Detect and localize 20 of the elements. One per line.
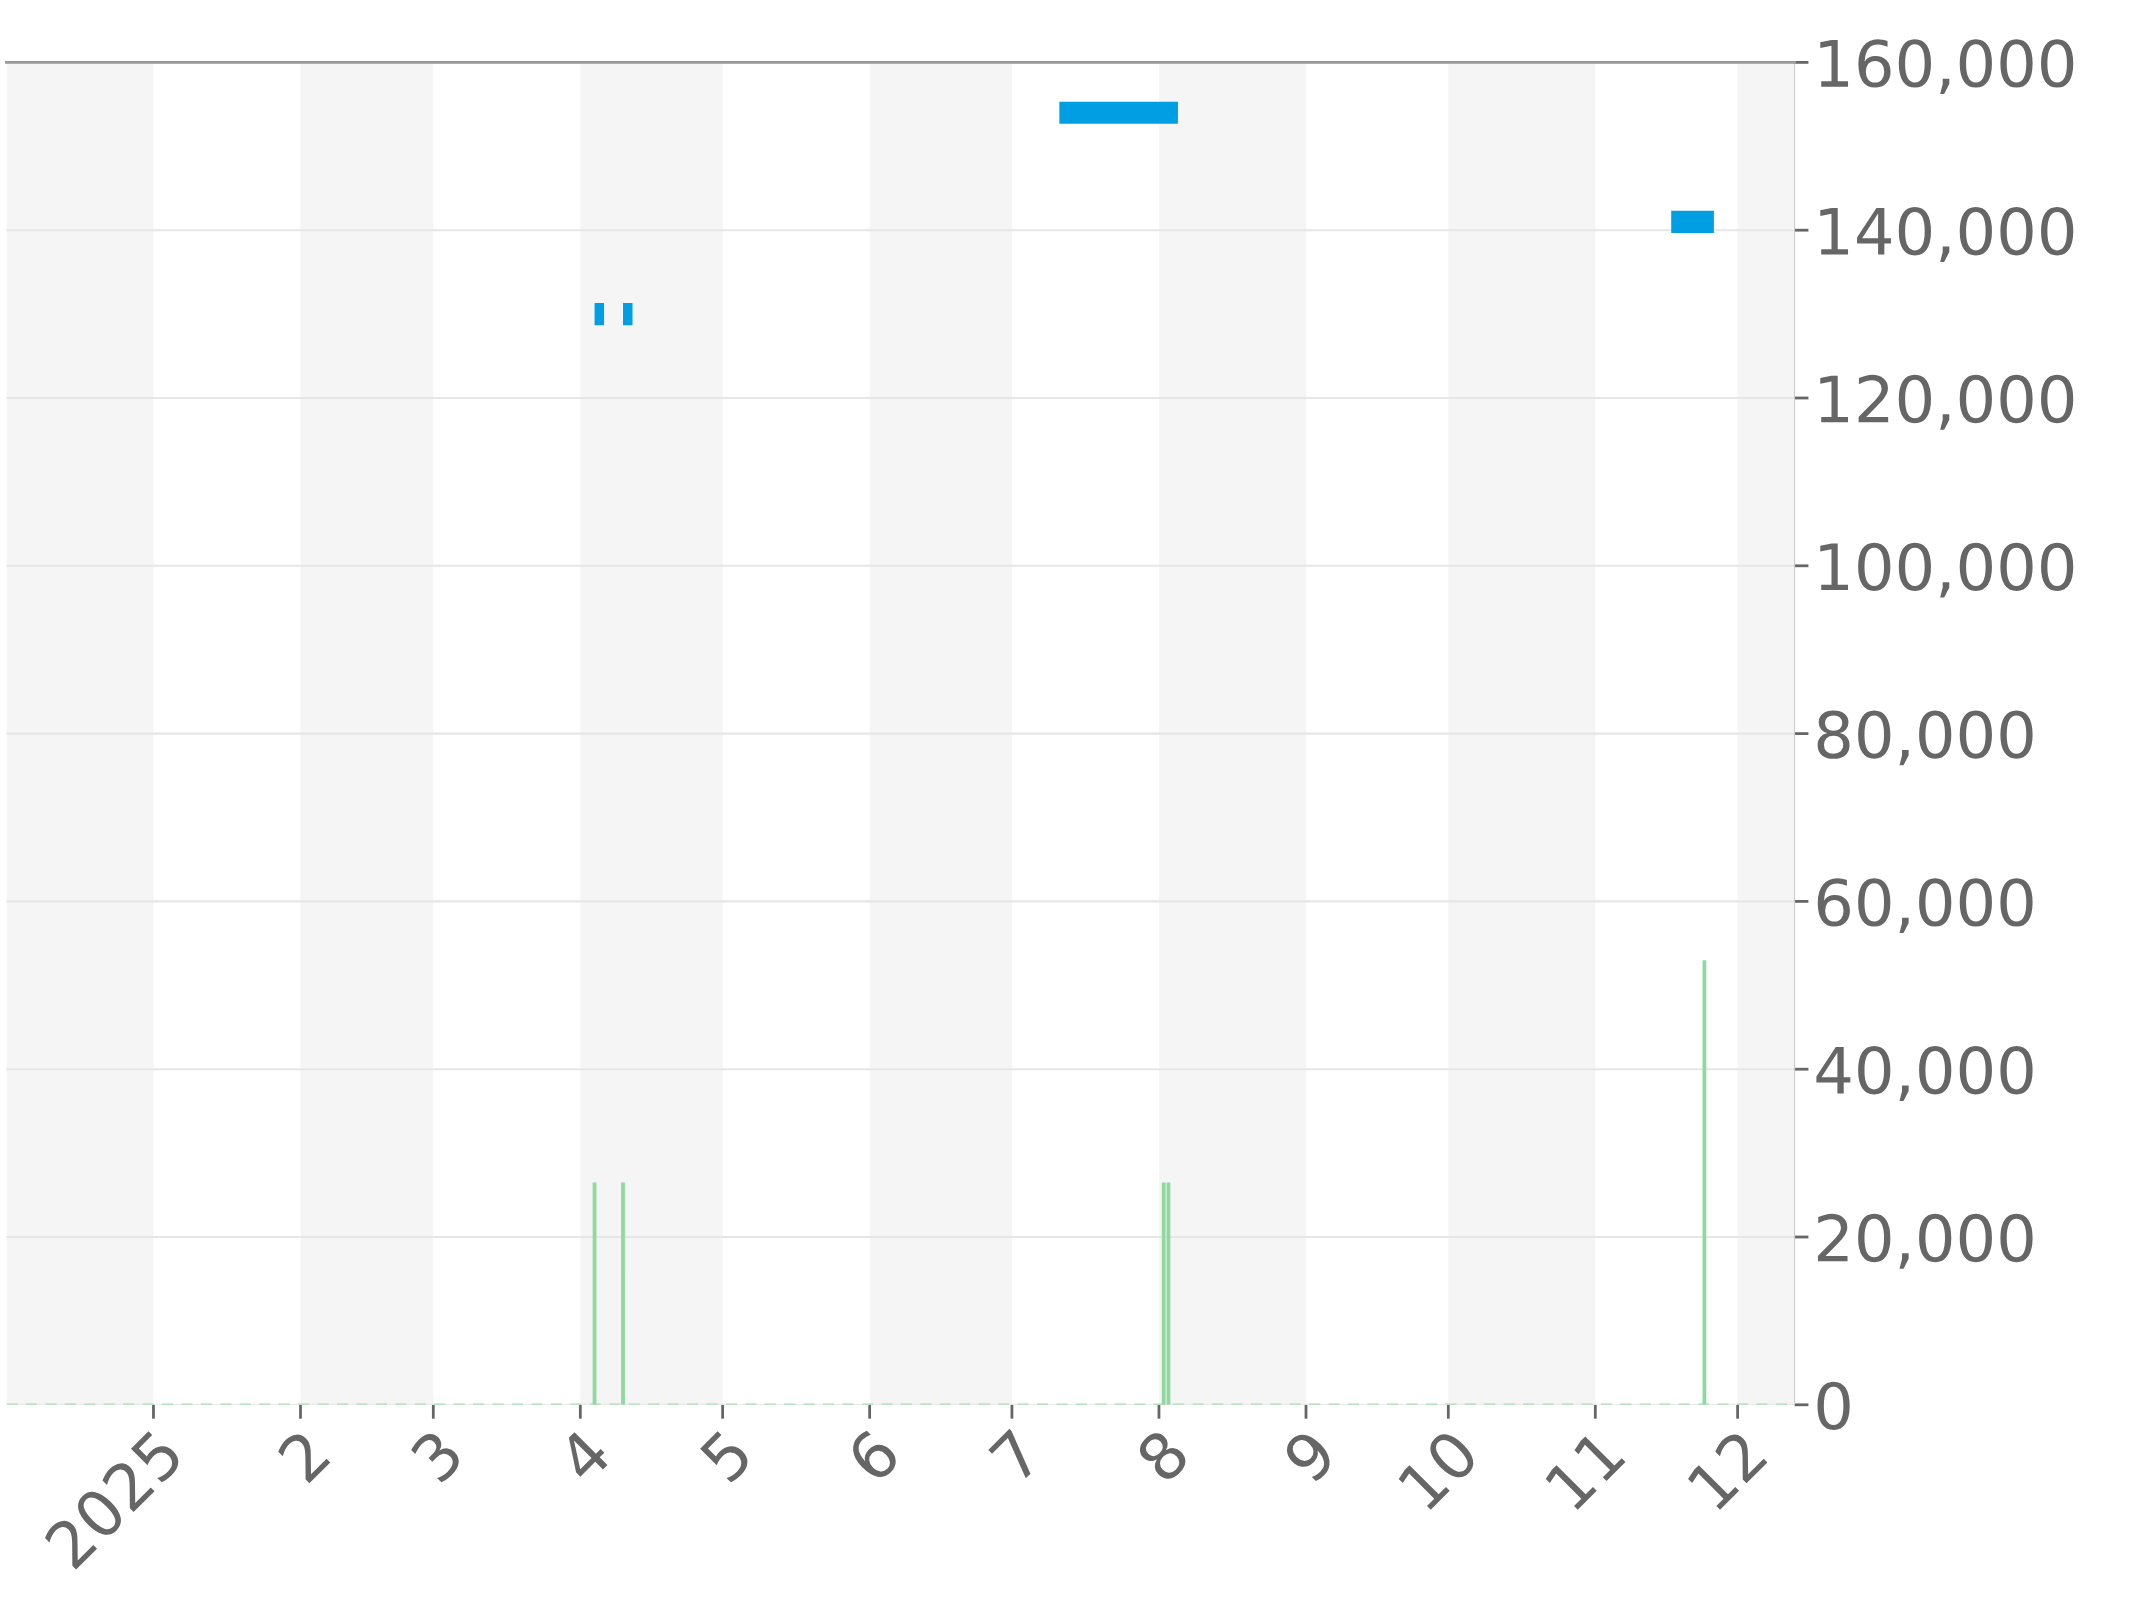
x-tick-label: 3 bbox=[408, 1427, 465, 1484]
x-tick-label: 2 bbox=[275, 1428, 331, 1484]
x-tick-label: 7 bbox=[988, 1428, 1043, 1483]
x-tick-label: 9 bbox=[1280, 1427, 1338, 1485]
y-tick-label: 100,000 bbox=[1820, 542, 2074, 598]
x-tick-label: 6 bbox=[844, 1427, 902, 1485]
x-tick-label: 10 bbox=[1396, 1427, 1481, 1512]
y-tick-label: 120,000 bbox=[1820, 374, 2074, 430]
x-tick-label: 5 bbox=[698, 1428, 754, 1484]
y-tick-label: 160,000 bbox=[1820, 39, 2074, 95]
y-tick-label: 20,000 bbox=[1817, 1213, 2033, 1269]
y-tick-label: 80,000 bbox=[1817, 710, 2033, 766]
y-tick-label: 140,000 bbox=[1820, 207, 2074, 262]
x-tick-label: 4 bbox=[555, 1427, 613, 1485]
y-tick-label: 60,000 bbox=[1817, 878, 2033, 934]
x-tick-label: 11 bbox=[1544, 1429, 1626, 1511]
y-tick-label: 0 bbox=[1817, 1381, 1850, 1430]
x-tick-label: 8 bbox=[1134, 1427, 1191, 1485]
y-tick-label: 40,000 bbox=[1816, 1046, 2033, 1101]
x-tick-label: 12 bbox=[1685, 1428, 1768, 1511]
